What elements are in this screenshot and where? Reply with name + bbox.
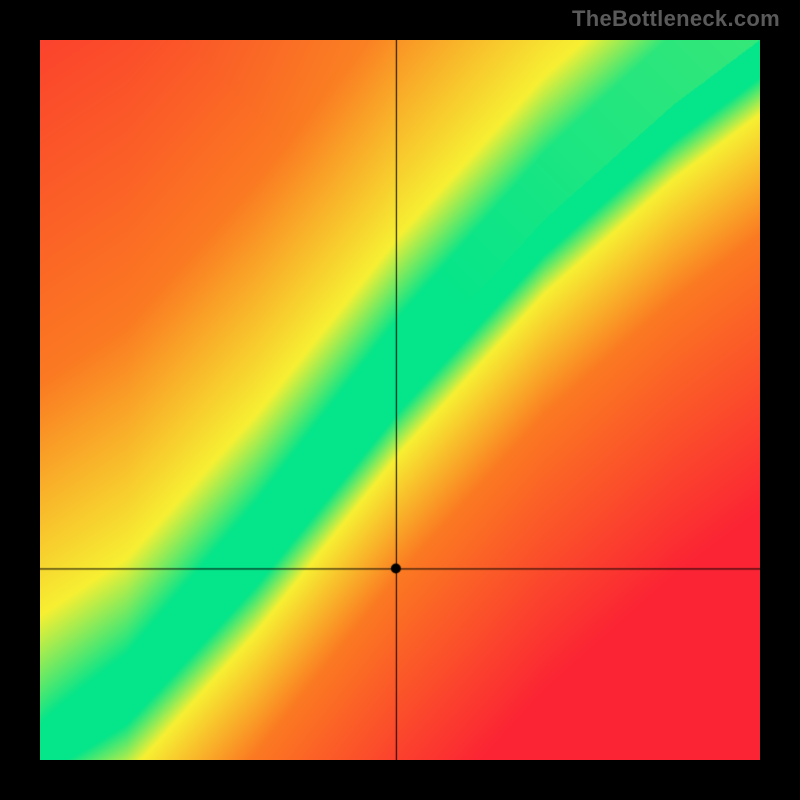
heatmap-canvas: [40, 40, 760, 760]
watermark-text: TheBottleneck.com: [572, 6, 780, 32]
chart-container: TheBottleneck.com: [0, 0, 800, 800]
heatmap-plot: [40, 40, 760, 760]
